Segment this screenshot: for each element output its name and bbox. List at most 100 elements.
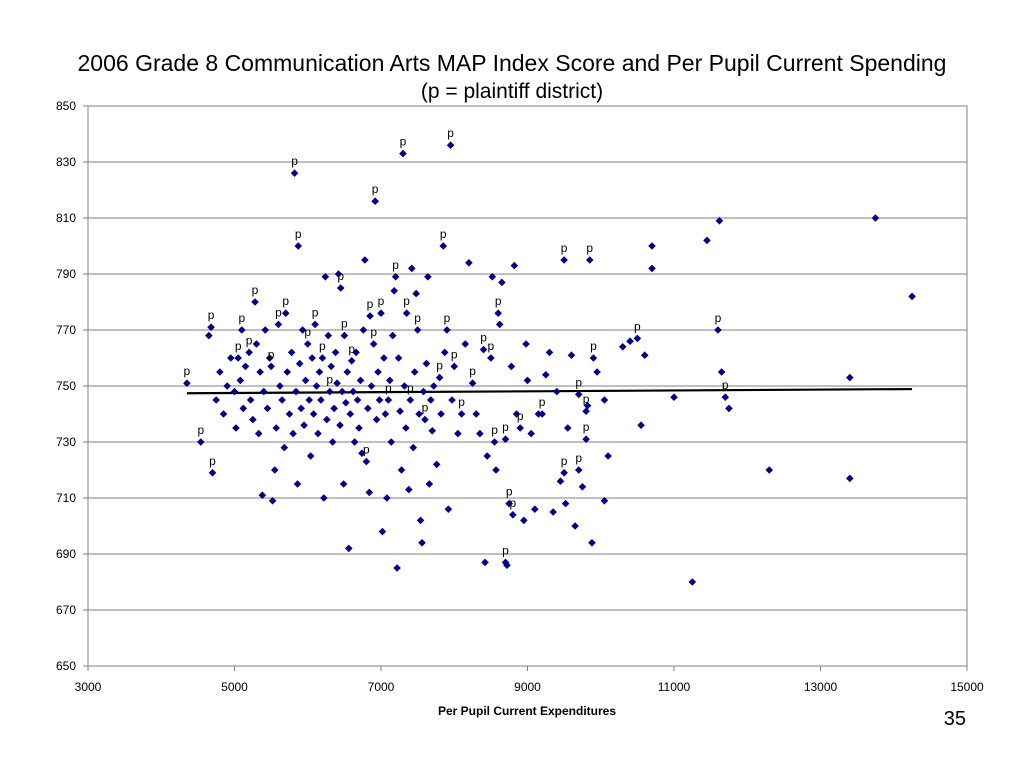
y-tick-label: 830 bbox=[56, 155, 76, 169]
data-point bbox=[402, 424, 410, 432]
data-point bbox=[585, 256, 594, 264]
data-point bbox=[542, 371, 550, 379]
y-tick-label: 730 bbox=[56, 435, 76, 449]
data-point bbox=[320, 494, 328, 502]
data-point bbox=[383, 494, 391, 502]
data-point bbox=[352, 348, 360, 357]
data-point bbox=[303, 340, 312, 348]
data-point bbox=[435, 373, 444, 382]
data-point bbox=[523, 376, 532, 385]
plaintiff-marker-label: p bbox=[363, 443, 370, 457]
plaintiff-marker-label: p bbox=[502, 543, 509, 557]
plaintiff-marker-label: p bbox=[378, 294, 385, 308]
plaintiff-marker-label: p bbox=[447, 126, 454, 140]
data-point bbox=[409, 443, 418, 452]
data-point bbox=[604, 452, 612, 460]
plaintiff-marker-label: p bbox=[209, 454, 216, 468]
plaintiff-marker-label: p bbox=[370, 325, 377, 339]
data-point bbox=[295, 359, 304, 368]
data-point bbox=[232, 424, 240, 432]
data-point bbox=[846, 373, 854, 382]
data-point bbox=[725, 404, 733, 413]
data-point bbox=[578, 483, 587, 491]
data-point bbox=[308, 354, 316, 362]
data-point bbox=[208, 469, 217, 477]
data-point bbox=[410, 368, 419, 376]
data-point bbox=[328, 438, 337, 446]
data-point bbox=[353, 396, 362, 404]
plaintiff-marker-label: p bbox=[575, 375, 582, 389]
data-point bbox=[314, 429, 322, 438]
y-tick-label: 690 bbox=[56, 547, 76, 561]
data-point bbox=[574, 466, 583, 474]
data-point bbox=[476, 429, 484, 438]
data-point bbox=[359, 326, 368, 334]
plaintiff-marker-label: p bbox=[451, 347, 458, 361]
plaintiff-marker-label: p bbox=[392, 258, 399, 272]
data-point bbox=[509, 511, 517, 519]
data-point bbox=[626, 337, 634, 345]
data-point bbox=[510, 261, 519, 270]
data-point bbox=[538, 410, 546, 418]
data-point bbox=[397, 466, 406, 474]
data-point bbox=[230, 387, 239, 396]
plaintiff-marker-label: p bbox=[295, 227, 302, 241]
data-point bbox=[481, 558, 489, 567]
data-point bbox=[714, 326, 722, 334]
data-point bbox=[393, 564, 401, 572]
data-point bbox=[249, 415, 257, 424]
plaintiff-marker-label: p bbox=[590, 339, 597, 353]
data-point bbox=[600, 497, 609, 505]
plaintiff-marker-label: p bbox=[238, 311, 245, 325]
data-point bbox=[254, 429, 263, 438]
plaintiff-marker-label: p bbox=[337, 269, 344, 283]
data-point bbox=[342, 399, 350, 407]
data-point bbox=[571, 522, 579, 530]
x-tick-label: 15000 bbox=[950, 680, 984, 694]
data-point bbox=[527, 429, 535, 438]
data-point bbox=[495, 320, 504, 329]
data-point bbox=[400, 382, 409, 390]
data-point bbox=[516, 424, 524, 432]
data-point bbox=[574, 390, 583, 399]
data-point bbox=[274, 320, 283, 329]
data-point bbox=[212, 396, 220, 404]
data-point bbox=[268, 497, 277, 505]
data-point bbox=[298, 326, 307, 334]
data-point bbox=[285, 410, 294, 418]
data-point bbox=[321, 273, 330, 281]
plaintiff-marker-label: p bbox=[275, 305, 282, 319]
data-point bbox=[265, 354, 274, 362]
plaintiff-marker-label: p bbox=[440, 227, 447, 241]
data-point bbox=[251, 298, 259, 306]
plaintiff-marker-label: p bbox=[403, 294, 410, 308]
data-point bbox=[361, 256, 369, 264]
data-point bbox=[501, 558, 510, 567]
data-point bbox=[239, 404, 248, 413]
data-point bbox=[461, 340, 470, 348]
plaintiff-marker-label: p bbox=[184, 364, 191, 378]
data-point bbox=[205, 331, 213, 340]
plaintiff-marker-label: p bbox=[268, 347, 275, 361]
data-point bbox=[322, 415, 331, 424]
data-point bbox=[283, 368, 292, 376]
x-tick-label: 5000 bbox=[221, 680, 248, 694]
data-point bbox=[343, 368, 352, 376]
data-point bbox=[287, 348, 296, 357]
data-point bbox=[715, 217, 724, 225]
data-point bbox=[567, 351, 576, 359]
plaintiff-marker-label: p bbox=[469, 364, 476, 378]
data-point bbox=[292, 387, 300, 396]
data-point bbox=[561, 499, 570, 508]
data-point bbox=[640, 351, 649, 359]
plaintiff-marker-label: p bbox=[575, 451, 582, 465]
data-point bbox=[385, 376, 394, 385]
data-point bbox=[293, 480, 302, 488]
data-point bbox=[415, 410, 423, 418]
data-point bbox=[556, 477, 565, 485]
plaintiff-marker-label: p bbox=[583, 392, 590, 406]
data-point bbox=[289, 429, 297, 438]
data-point bbox=[618, 343, 627, 351]
data-point bbox=[531, 505, 539, 513]
data-point bbox=[390, 287, 398, 295]
